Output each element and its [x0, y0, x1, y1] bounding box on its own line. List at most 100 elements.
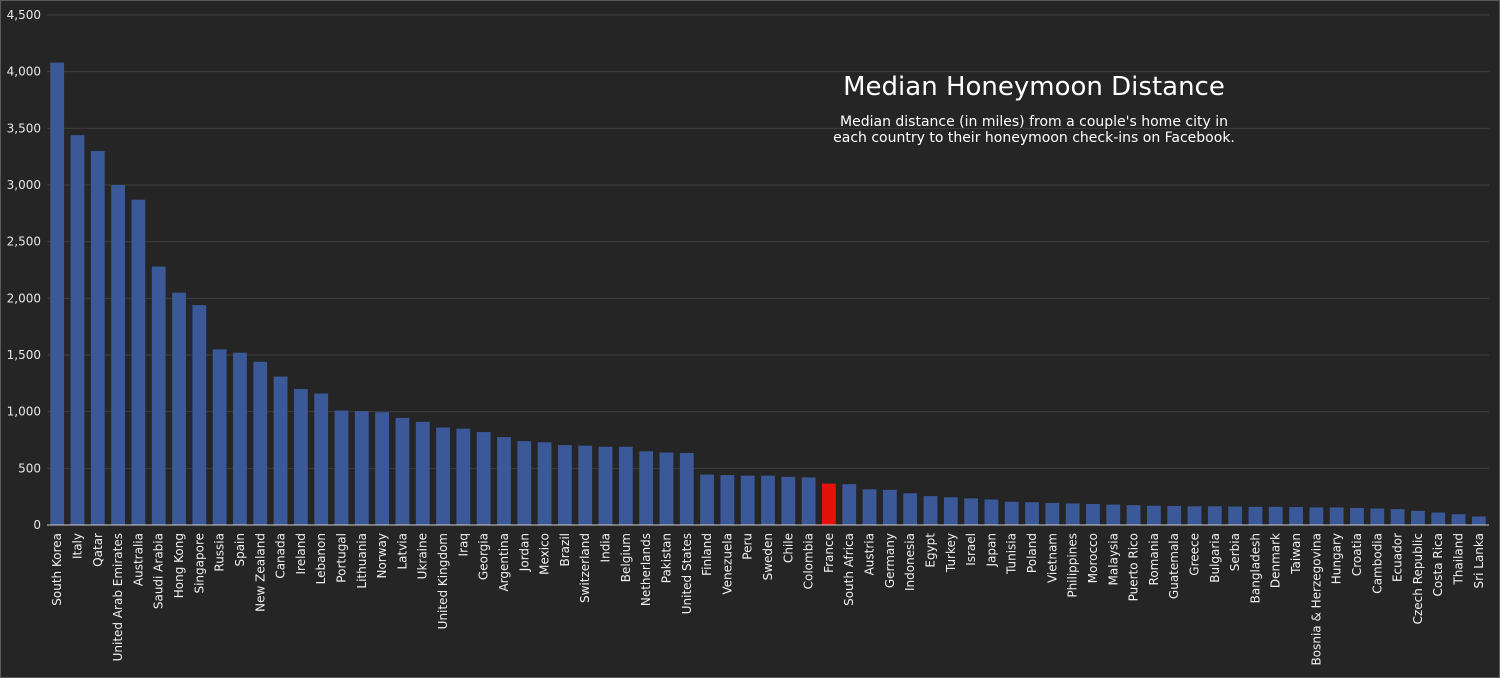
bar-israel — [964, 498, 979, 525]
x-tick-label: Vietnam — [1045, 533, 1059, 583]
x-tick-label: Morocco — [1086, 533, 1100, 583]
x-tick-label: South Korea — [50, 533, 64, 606]
x-tick-label: Belgium — [619, 533, 633, 582]
bar-sweden — [761, 475, 775, 525]
x-tick-label: Philippines — [1066, 533, 1080, 598]
bar-norway — [375, 412, 390, 525]
bar-ecuador — [1390, 509, 1405, 525]
x-axis: South Korea Italy Qatar United Arab Emirate… — [47, 524, 1489, 665]
bar-ukraine — [415, 421, 430, 525]
x-tick-label: Egypt — [923, 533, 937, 568]
x-tick-label: Latvia — [395, 533, 409, 570]
x-tick-label: United Arab Emirates — [111, 533, 125, 661]
bar-italy — [70, 135, 85, 525]
x-tick-label: India — [599, 533, 613, 562]
x-tick-label: Finland — [700, 533, 714, 576]
x-tick-label: Thailand — [1452, 533, 1466, 586]
bar-bangladesh — [1248, 506, 1263, 525]
x-tick-label: United States — [680, 533, 694, 614]
bar-new-zealand — [253, 361, 268, 525]
bar-jordan — [517, 441, 532, 525]
bar-denmark — [1268, 506, 1283, 525]
bar-philippines — [1065, 503, 1080, 525]
x-tick-label: Israel — [964, 533, 978, 566]
bar-japan — [984, 499, 999, 525]
x-tick-label: Italy — [70, 533, 84, 559]
x-tick-label: Cambodia — [1370, 533, 1384, 594]
bar-thailand — [1451, 514, 1466, 525]
x-tick-label: Bulgaria — [1208, 533, 1222, 583]
x-tick-label: Chile — [781, 533, 795, 563]
x-tick-label: Hong Kong — [172, 533, 186, 598]
bar-ireland — [293, 389, 308, 525]
x-tick-label: Colombia — [802, 533, 816, 589]
bar-south-korea — [50, 62, 65, 525]
chart-title: Median Honeymoon Distance — [843, 72, 1225, 102]
bar-tunisia — [1004, 501, 1019, 525]
bar-india — [598, 446, 613, 525]
x-tick-label: Qatar — [91, 533, 105, 567]
bar-venezuela — [720, 475, 735, 525]
x-tick-label: Turkey — [944, 533, 958, 573]
x-tick-label: Pakistan — [659, 533, 673, 583]
x-tick-label: Greece — [1188, 533, 1202, 576]
bar-qatar — [90, 151, 105, 525]
y-tick-label: 2,500 — [7, 235, 41, 249]
x-tick-label: Sweden — [761, 533, 775, 580]
y-tick-label: 1,000 — [7, 405, 41, 419]
bar-russia — [212, 349, 227, 525]
bar-united-kingdom — [436, 427, 450, 525]
bar-latvia — [395, 417, 410, 525]
x-tick-label: Poland — [1025, 533, 1039, 573]
bar-switzerland — [578, 445, 593, 525]
bar-romania — [1146, 505, 1161, 525]
bar-colombia — [801, 477, 816, 525]
x-tick-label: Bosnia & Herzegovina — [1309, 533, 1323, 665]
bar-pakistan — [659, 452, 674, 525]
x-tick-label: Netherlands — [639, 533, 653, 606]
bar-brazil — [557, 445, 572, 525]
x-tick-label: Guatemala — [1167, 533, 1181, 599]
bar-morocco — [1086, 504, 1100, 525]
x-tick-label: Ireland — [294, 533, 308, 575]
x-tick-label: Costa Rica — [1431, 533, 1445, 596]
bar-bulgaria — [1207, 506, 1222, 525]
x-tick-label: Peru — [741, 533, 755, 560]
x-tick-label: Taiwan — [1289, 533, 1303, 575]
x-tick-label: Romania — [1147, 533, 1161, 585]
x-tick-label: Ukraine — [416, 533, 430, 579]
bar-united-states — [679, 453, 694, 525]
y-tick-label: 1,500 — [7, 348, 41, 362]
x-tick-label: Germany — [883, 533, 897, 588]
bar-malaysia — [1106, 504, 1121, 525]
x-tick-label: New Zealand — [253, 533, 267, 612]
x-tick-label: Saudi Arabia — [152, 533, 166, 609]
x-tick-label: Czech Republic — [1411, 533, 1425, 624]
y-tick-label: 4,000 — [7, 65, 41, 79]
bar-saudi-arabia — [151, 266, 166, 525]
x-tick-label: Georgia — [477, 533, 491, 580]
x-tick-label: Argentina — [497, 533, 511, 592]
bar-belgium — [618, 446, 633, 525]
x-tick-label: Portugal — [334, 533, 348, 583]
bar-cambodia — [1370, 508, 1385, 525]
bar-egypt — [923, 496, 938, 525]
bar-france — [822, 483, 836, 525]
x-tick-label: Lithuania — [355, 533, 369, 589]
y-tick-label: 0 — [33, 518, 41, 532]
x-tick-label: Puerto Rico — [1127, 533, 1141, 601]
bar-argentina — [497, 437, 511, 525]
bar-georgia — [476, 432, 491, 525]
bar-guatemala — [1167, 505, 1182, 525]
x-tick-label: Switzerland — [578, 533, 592, 603]
x-tick-label: Spain — [233, 533, 247, 567]
y-tick-label: 3,000 — [7, 178, 41, 192]
bar-singapore — [192, 305, 207, 525]
x-tick-label: Indonesia — [903, 533, 917, 591]
bar-hong-kong — [172, 292, 186, 525]
bar-lebanon — [314, 393, 329, 525]
y-tick-label: 3,500 — [7, 121, 41, 135]
bar-iraq — [456, 428, 471, 525]
bars — [50, 62, 1486, 525]
bar-puerto-rico — [1126, 505, 1141, 525]
